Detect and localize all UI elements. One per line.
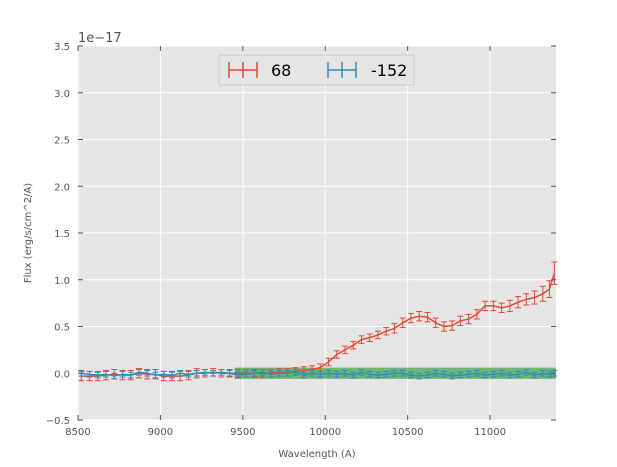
- series-layer: [78, 261, 558, 382]
- y-tick-label: 2.0: [54, 182, 70, 193]
- axis-ticks: [77, 45, 556, 421]
- y-offset-label: 1e−17: [78, 31, 122, 46]
- x-tick-label: 8500: [65, 427, 90, 438]
- legend-label-68: 68: [271, 61, 291, 80]
- series-neg152: [78, 369, 558, 380]
- legend-item-neg152: -152: [327, 61, 407, 80]
- y-tick-label: −0.5: [46, 416, 70, 427]
- y-axis-label: Flux (erg/s/cm^2/A): [23, 183, 34, 283]
- y-tick-label: 3.0: [54, 89, 70, 100]
- legend: 68 -152: [218, 54, 415, 86]
- legend-item-68: 68: [228, 61, 291, 80]
- tick-labels: 8500 9000 9500 10000 10500 11000 −0.5 0.0 0.5 1.0…: [46, 42, 506, 438]
- x-tick-label: 9500: [230, 427, 255, 438]
- y-tick-label: 1.5: [54, 229, 70, 240]
- y-tick-label: 0.0: [54, 369, 70, 380]
- y-tick-label: 0.5: [54, 323, 70, 334]
- y-tick-label: 3.5: [54, 42, 70, 53]
- legend-label-neg152: -152: [371, 61, 407, 80]
- x-tick-label: 9000: [148, 427, 173, 438]
- x-tick-label: 10500: [392, 427, 424, 438]
- x-tick-label: 11000: [474, 427, 506, 438]
- x-axis-label: Wavelength (A): [278, 449, 355, 460]
- x-tick-label: 10000: [309, 427, 341, 438]
- y-tick-label: 1.0: [54, 276, 70, 287]
- grid-lines: [77, 45, 556, 421]
- y-tick-label: 2.5: [54, 136, 70, 147]
